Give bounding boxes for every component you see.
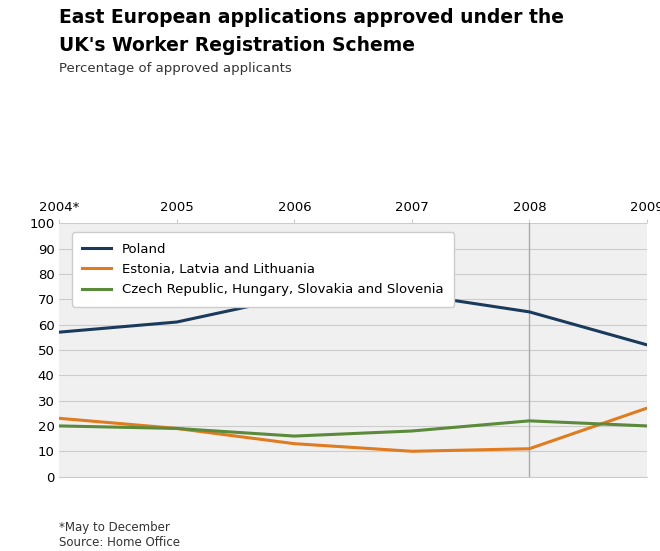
- Line: Estonia, Latvia and Lithuania: Estonia, Latvia and Lithuania: [59, 408, 647, 451]
- Estonia, Latvia and Lithuania: [173, 425, 181, 432]
- Poland: [55, 329, 63, 336]
- Line: Poland: Poland: [59, 294, 647, 345]
- Estonia, Latvia and Lithuania: [55, 415, 63, 422]
- Poland: [290, 293, 298, 300]
- Czech Republic, Hungary, Slovakia and Slovenia: [55, 423, 63, 429]
- Poland: [525, 309, 533, 315]
- Czech Republic, Hungary, Slovakia and Slovenia: [408, 428, 416, 434]
- Poland: [643, 342, 651, 348]
- Legend: Poland, Estonia, Latvia and Lithuania, Czech Republic, Hungary, Slovakia and Slo: Poland, Estonia, Latvia and Lithuania, C…: [72, 233, 454, 307]
- Czech Republic, Hungary, Slovakia and Slovenia: [525, 418, 533, 424]
- Estonia, Latvia and Lithuania: [525, 445, 533, 452]
- Line: Czech Republic, Hungary, Slovakia and Slovenia: Czech Republic, Hungary, Slovakia and Sl…: [59, 421, 647, 436]
- Poland: [408, 291, 416, 298]
- Text: Percentage of approved applicants: Percentage of approved applicants: [59, 62, 292, 75]
- Estonia, Latvia and Lithuania: [643, 405, 651, 412]
- Czech Republic, Hungary, Slovakia and Slovenia: [290, 433, 298, 439]
- Text: *May to December
Source: Home Office: *May to December Source: Home Office: [59, 521, 180, 549]
- Czech Republic, Hungary, Slovakia and Slovenia: [173, 425, 181, 432]
- Poland: [173, 318, 181, 325]
- Estonia, Latvia and Lithuania: [408, 448, 416, 455]
- Czech Republic, Hungary, Slovakia and Slovenia: [643, 423, 651, 429]
- Estonia, Latvia and Lithuania: [290, 440, 298, 447]
- Text: East European applications approved under the: East European applications approved unde…: [59, 8, 564, 27]
- Text: UK's Worker Registration Scheme: UK's Worker Registration Scheme: [59, 36, 415, 55]
